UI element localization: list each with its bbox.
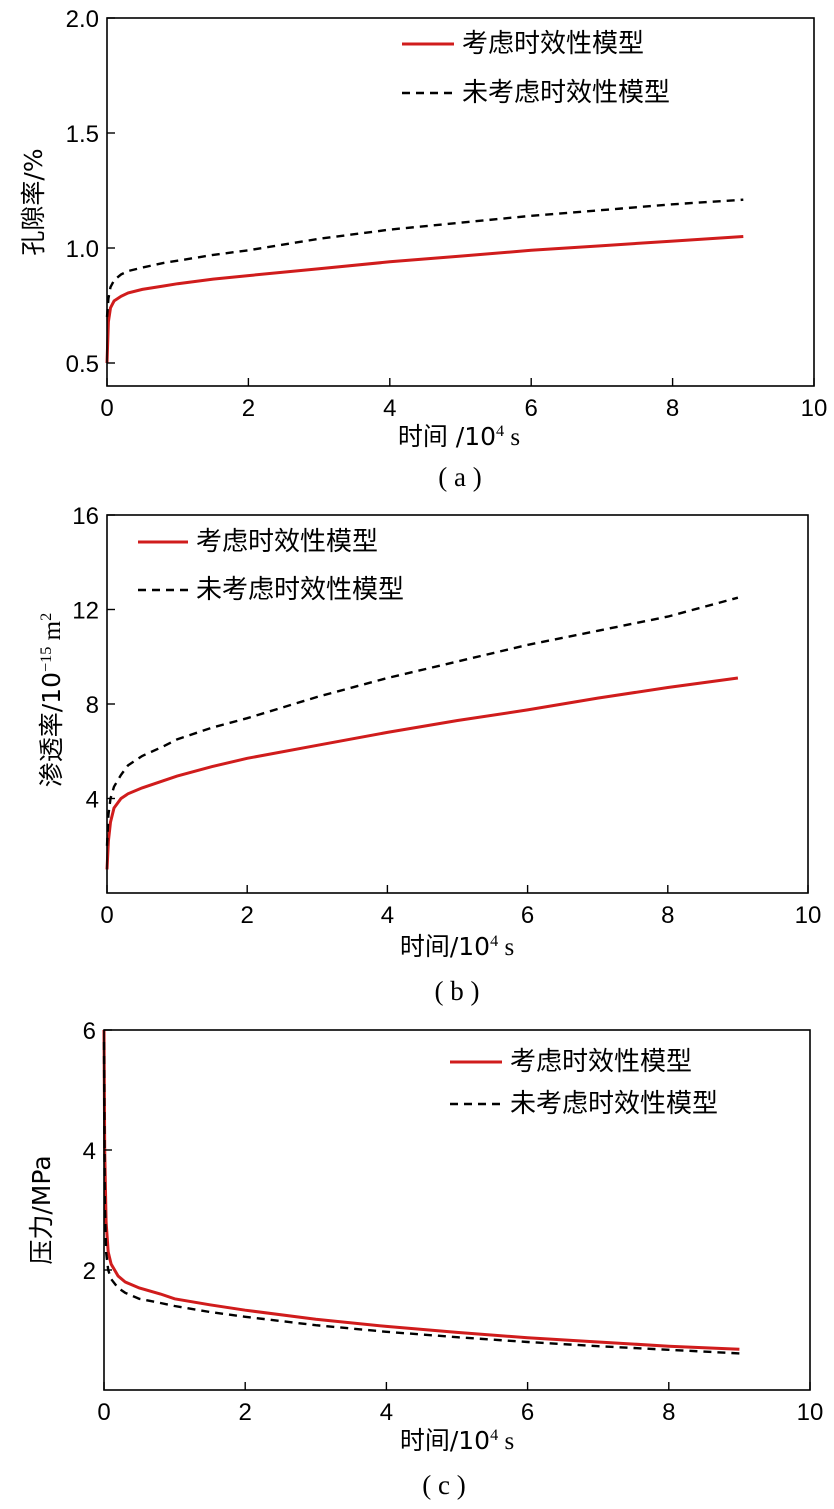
x-tick-label: 6 [525,395,538,422]
series-line-aging [102,1029,740,1351]
series-line-aging [105,676,739,870]
x-tick-label: 0 [97,1399,110,1426]
x-tick-label: 6 [521,1399,534,1426]
legend-entry: 考虑时效性模型 [196,527,378,557]
y-tick-label: 1.0 [66,236,99,263]
x-tick-label: 4 [380,1399,393,1426]
x-axis-label: 时间/104 s [400,932,514,961]
x-tick-label: 0 [100,395,113,422]
y-axis-label: 压力/MPa [27,1155,56,1264]
y-tick-label: 1.5 [66,121,99,148]
x-tick-label: 2 [239,1399,252,1426]
x-tick-label: 10 [795,902,822,929]
x-tick-label: 10 [801,395,828,422]
y-tick-label: 8 [86,692,99,719]
legend-entry: 未考虑时效性模型 [462,78,670,108]
series-line-aging [105,235,744,364]
panel-caption: ( a ) [438,462,481,492]
plot-frame [106,514,809,894]
x-tick-label: 8 [666,395,679,422]
y-tick-label: 4 [83,1138,96,1165]
x-tick-label: 4 [381,902,394,929]
y-tick-label: 0.5 [66,351,99,378]
y-axis-label: 孔隙率/% [19,148,48,255]
x-tick-label: 4 [383,395,396,422]
y-tick-label: 6 [83,1018,96,1045]
legend-entry: 未考虑时效性模型 [196,575,404,605]
x-tick-label: 0 [100,902,113,929]
legend-entry: 考虑时效性模型 [462,29,644,59]
x-axis-label: 时间/104 s [400,1426,514,1455]
x-tick-label: 10 [797,1399,824,1426]
y-tick-label: 2.0 [66,6,99,33]
x-tick-label: 8 [662,1399,675,1426]
x-tick-label: 6 [521,902,534,929]
x-tick-label: 8 [661,902,674,929]
panel-caption: ( c ) [422,1470,465,1500]
y-axis-label: 渗透率/10−15 m2 [37,613,66,788]
chart-panel-b: 0 2 4 6 8 10 4 8 12 16 时间/104 s 渗透率/10−15 m2 考虑时效性模型… [37,503,821,1006]
plot-frame [106,17,815,387]
y-tick-label: 16 [72,503,99,530]
chart-panel-a: 0 2 4 6 8 10 0.5 1.0 1.5 2.0 时间 /104 s 孔隙率/% 考虑时效性模型… [19,6,827,492]
series-line-no-aging [105,596,739,846]
y-tick-label: 4 [86,787,99,814]
legend-entry: 未考虑时效性模型 [510,1089,718,1119]
plot-frame [103,1029,811,1391]
legend-entry: 考虑时效性模型 [510,1047,692,1077]
panel-caption: ( b ) [435,976,480,1006]
x-tick-label: 2 [242,395,255,422]
y-tick-label: 12 [72,598,99,625]
x-tick-label: 2 [241,902,254,929]
y-tick-label: 2 [83,1258,96,1285]
x-axis-label: 时间 /104 s [398,422,520,451]
